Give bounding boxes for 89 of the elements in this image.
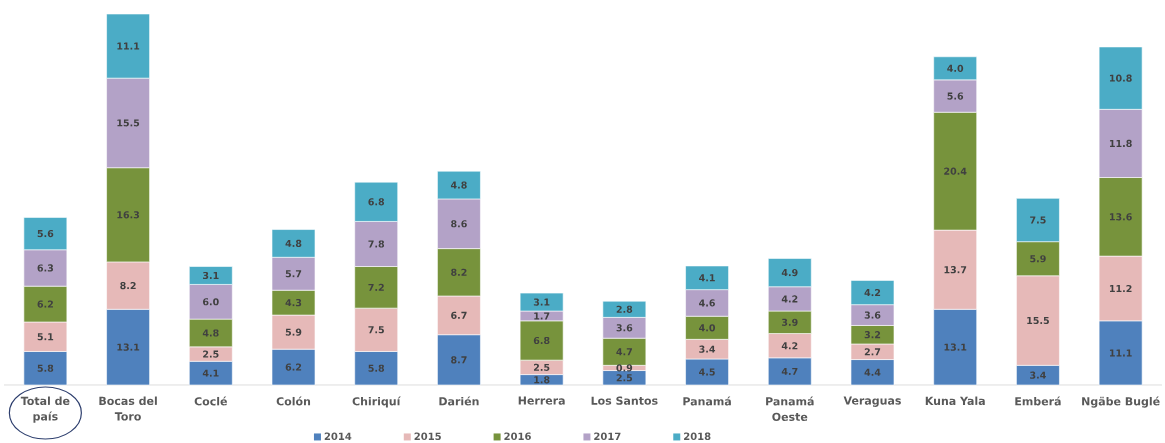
x-tick-label: Kuna Yala <box>925 396 985 406</box>
data-label: 4.1 <box>202 369 219 377</box>
data-label: 3.2 <box>864 331 881 339</box>
data-label: 2.5 <box>203 350 219 358</box>
data-label: 11.1 <box>117 42 140 50</box>
data-label: 15.5 <box>1027 317 1049 325</box>
legend-label: 2017 <box>594 432 621 441</box>
data-label: 8.2 <box>120 281 136 290</box>
data-label: 6.3 <box>37 264 54 272</box>
data-label: 3.1 <box>533 298 550 306</box>
x-tick-label: Darién <box>439 396 479 406</box>
data-label: 4.7 <box>781 367 798 375</box>
x-tick-label: Bocas del Toro <box>99 396 157 421</box>
x-tick-label: Panamá <box>683 396 731 406</box>
data-label: 4.6 <box>699 299 715 307</box>
data-label: 5.9 <box>285 328 302 336</box>
legend-label: 2014 <box>324 432 352 441</box>
data-label: 5.8 <box>37 364 54 372</box>
data-label: 5.6 <box>37 230 54 238</box>
data-label: 13.6 <box>1109 213 1132 221</box>
x-tick-label: Coclé <box>194 396 227 406</box>
bar <box>602 370 647 386</box>
data-label: 15.5 <box>117 119 140 127</box>
data-label: 5.9 <box>1030 255 1046 263</box>
data-label: 3.6 <box>616 324 633 332</box>
x-tick-label: Total de país <box>20 396 70 423</box>
data-label: 8.2 <box>451 268 467 276</box>
data-label: 8.7 <box>451 356 467 364</box>
data-label: 6.2 <box>37 300 53 308</box>
data-label: 13.1 <box>117 343 140 351</box>
data-label: 16.3 <box>117 211 140 219</box>
data-label: 4.0 <box>699 324 716 332</box>
data-label: 11.2 <box>1109 284 1132 293</box>
data-label: 5.7 <box>285 270 302 278</box>
data-label: 4.8 <box>285 239 302 248</box>
data-label: 13.1 <box>944 343 967 351</box>
data-label: 2.7 <box>864 348 881 356</box>
data-label: 7.8 <box>368 240 385 248</box>
data-label: 11.1 <box>1109 349 1132 357</box>
data-label: 3.4 <box>1030 371 1046 379</box>
data-label: 11.8 <box>1109 139 1132 148</box>
data-label: 4.2 <box>781 295 798 303</box>
data-label: 10.8 <box>1109 74 1132 82</box>
data-label: 4.7 <box>616 348 633 356</box>
x-tick-label: Emberá <box>1015 396 1061 406</box>
data-label: 4.8 <box>450 181 467 189</box>
data-label: 6.2 <box>285 363 302 371</box>
data-label: 7.2 <box>368 283 384 291</box>
data-label: 7.5 <box>1030 216 1046 224</box>
data-label: 5.1 <box>37 333 54 341</box>
x-tick-label: Ngäbe Buglé <box>1082 396 1160 408</box>
data-label: 4.8 <box>202 329 219 337</box>
data-label: 6.0 <box>202 298 219 306</box>
x-tick-label: Panamá Oeste <box>766 396 814 421</box>
data-label: 4.3 <box>285 299 302 307</box>
legend-label: 2015 <box>414 432 441 441</box>
data-label: 4.2 <box>781 342 798 350</box>
data-label: 2.8 <box>616 305 633 313</box>
data-label: 0.9 <box>616 364 633 372</box>
data-label: 3.9 <box>782 318 798 326</box>
data-label: 4.4 <box>864 368 881 376</box>
data-label: 5.8 <box>368 364 385 372</box>
data-label: 20.4 <box>944 167 967 175</box>
data-label: 2.5 <box>533 363 550 371</box>
data-label: 6.8 <box>533 336 550 345</box>
data-label: 4.9 <box>781 269 798 277</box>
legend-label: 2018 <box>684 432 711 441</box>
data-label: 1.7 <box>534 312 550 320</box>
x-tick-label: Veraguas <box>843 396 901 407</box>
data-label: 3.1 <box>203 271 219 280</box>
data-label: 4.5 <box>699 368 715 376</box>
x-tick-label: Chiriquí <box>352 396 401 408</box>
data-label: 7.5 <box>368 326 384 334</box>
data-label: 4.0 <box>947 64 964 72</box>
data-label: 3.4 <box>699 345 716 353</box>
data-label: 4.1 <box>699 274 715 282</box>
data-label: 13.7 <box>944 266 967 274</box>
data-label: 6.8 <box>368 198 385 206</box>
data-label: 1.8 <box>534 376 550 384</box>
data-label: 2.5 <box>616 374 633 382</box>
data-label: 4.2 <box>864 288 881 297</box>
x-tick-label: Colón <box>276 396 311 406</box>
x-tick-label: Herrera <box>518 396 565 405</box>
data-label: 6.7 <box>451 311 467 319</box>
data-label: 5.6 <box>947 92 964 100</box>
legend-label: 2016 <box>504 432 531 441</box>
data-label: 8.6 <box>451 220 467 228</box>
x-tick-label: Los Santos <box>591 396 658 405</box>
data-label: 3.6 <box>864 311 881 319</box>
